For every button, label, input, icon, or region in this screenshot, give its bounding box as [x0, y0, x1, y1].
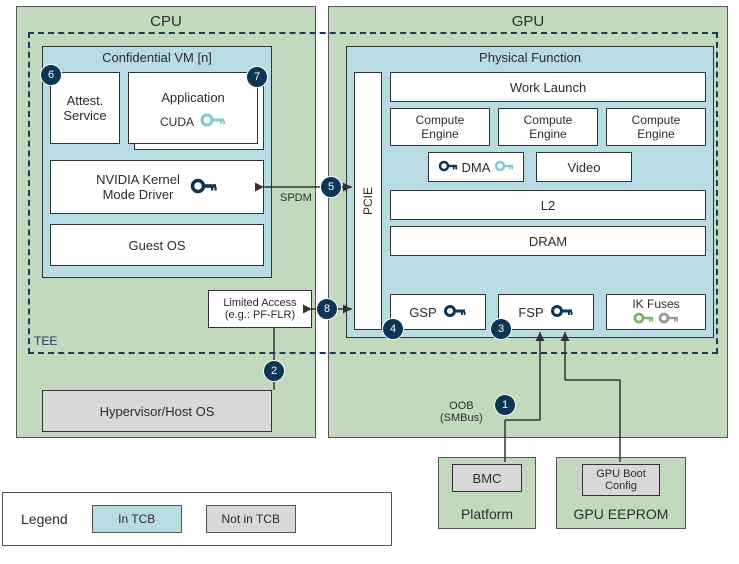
gpu-boot-label: GPU Boot Config [583, 465, 659, 495]
gsp-label: GSP [409, 305, 436, 320]
hypervisor: Hypervisor/Host OS [42, 390, 272, 432]
badge-4: 4 [382, 318, 404, 340]
key-icon [658, 312, 680, 327]
l2-label: L2 [541, 198, 555, 213]
driver-label: NVIDIA Kernel Mode Driver [96, 172, 180, 202]
pcie: PCIE [354, 72, 382, 330]
gsp: GSP [390, 294, 486, 330]
badge-6: 6 [40, 64, 62, 86]
key-icon [438, 160, 458, 175]
work-launch: Work Launch [390, 72, 706, 102]
key-icon [550, 304, 574, 321]
compute-engine-3: Compute Engine [606, 108, 706, 146]
legend-title: Legend [21, 511, 68, 527]
key-icon [494, 160, 514, 175]
key-icon [633, 312, 655, 327]
legend-in-tcb: In TCB [92, 505, 182, 533]
badge-5: 5 [320, 176, 342, 198]
legend-in-tcb-label: In TCB [118, 512, 155, 526]
dram: DRAM [390, 226, 706, 256]
application-box: Application CUDA [128, 72, 258, 144]
cuda-label: CUDA [160, 115, 194, 129]
bmc-label: BMC [453, 465, 521, 491]
guest-os-label: Guest OS [128, 238, 185, 253]
video-label: Video [567, 160, 600, 175]
fsp: FSP [498, 294, 594, 330]
gpu-boot: GPU Boot Config [582, 464, 660, 496]
eeprom-box: GPU Boot Config GPU EEPROM [556, 457, 686, 529]
badge-2: 2 [263, 360, 285, 382]
badge-1: 1 [494, 394, 516, 416]
legend-not-tcb: Not in TCB [206, 505, 296, 533]
key-icon [190, 178, 218, 197]
hypervisor-label: Hypervisor/Host OS [43, 391, 271, 431]
bmc: BMC [452, 464, 522, 492]
dma: DMA [428, 152, 524, 182]
badge-8: 8 [316, 298, 338, 320]
legend-not-tcb-label: Not in TCB [221, 512, 279, 526]
video: Video [536, 152, 632, 182]
dma-label: DMA [462, 160, 491, 175]
dram-label: DRAM [529, 234, 567, 249]
limited-access: Limited Access (e.g.: PF-FLR) [208, 290, 312, 328]
limited-label: Limited Access (e.g.: PF-FLR) [223, 297, 296, 321]
oob-label: OOB (SMBus) [440, 400, 483, 424]
legend: Legend In TCB Not in TCB [2, 492, 392, 546]
compute-engine-2: Compute Engine [498, 108, 598, 146]
compute-label: Compute Engine [416, 113, 465, 141]
spdm-label: SPDM [280, 192, 312, 204]
platform-box: BMC Platform [438, 457, 536, 529]
nvidia-driver: NVIDIA Kernel Mode Driver [50, 160, 264, 214]
ik-fuses: IK Fuses [606, 294, 706, 330]
compute-label: Compute Engine [524, 113, 573, 141]
vm-title: Confidential VM [n] [42, 50, 272, 65]
badge-3: 3 [490, 318, 512, 340]
work-launch-label: Work Launch [510, 80, 586, 95]
fsp-label: FSP [518, 305, 543, 320]
gpu-title: GPU [512, 7, 545, 30]
compute-engine-1: Compute Engine [390, 108, 490, 146]
l2: L2 [390, 190, 706, 220]
platform-label: Platform [461, 506, 513, 522]
attest-service: Attest. Service [50, 72, 120, 144]
key-icon [443, 304, 467, 321]
compute-label: Compute Engine [632, 113, 681, 141]
ik-label: IK Fuses [632, 297, 679, 311]
guest-os: Guest OS [50, 224, 264, 266]
attest-label: Attest. Service [63, 93, 106, 123]
cpu-title: CPU [150, 7, 182, 30]
application-label: Application [161, 90, 225, 105]
key-icon [200, 113, 226, 130]
badge-7: 7 [246, 66, 268, 88]
tee-label: TEE [34, 334, 57, 348]
pf-title: Physical Function [346, 50, 714, 65]
eeprom-label: GPU EEPROM [574, 506, 669, 522]
pcie-label: PCIE [361, 187, 375, 215]
